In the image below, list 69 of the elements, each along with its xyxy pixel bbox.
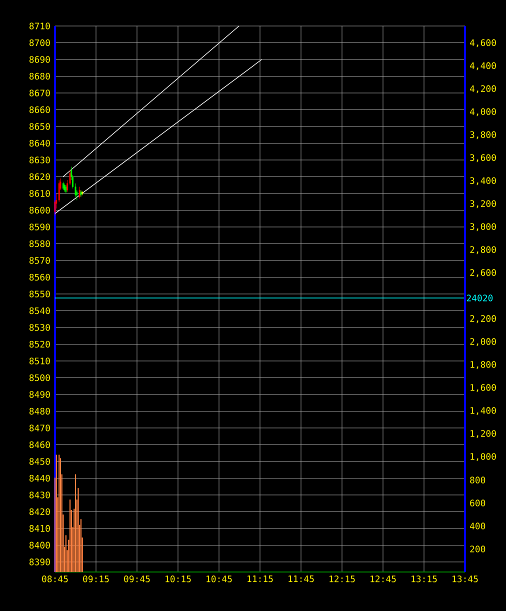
y2-tick-label: 600 bbox=[470, 500, 486, 506]
y-tick-label: 8440 bbox=[29, 474, 50, 482]
y-tick-label: 8450 bbox=[29, 458, 50, 465]
y-tick-label: 8660 bbox=[29, 106, 50, 114]
y-tick-label: 8500 bbox=[29, 374, 50, 382]
x-tick-label: 13:15 bbox=[412, 576, 437, 582]
x-tick-label: 13:45 bbox=[452, 576, 478, 582]
y-tick-label: 8390 bbox=[29, 558, 50, 566]
y-tick-label: 8600 bbox=[29, 206, 50, 214]
y-tick-label: 8700 bbox=[29, 39, 50, 46]
y-tick-label: 8670 bbox=[29, 90, 50, 96]
y2-tick-label: 4,000 bbox=[470, 108, 496, 116]
y-tick-label: 8680 bbox=[29, 72, 50, 80]
y-tick-label: 8710 bbox=[29, 22, 50, 30]
candlestick bbox=[82, 192, 84, 196]
y-tick-label: 8550 bbox=[29, 290, 50, 298]
y2-tick-label: 1,800 bbox=[470, 361, 496, 370]
y-tick-label: 8610 bbox=[29, 190, 50, 197]
y2-tick-label: 3,000 bbox=[470, 223, 496, 232]
y2-tick-label: 3,200 bbox=[470, 200, 496, 208]
y-tick-label: 8410 bbox=[29, 525, 50, 532]
y2-tick-label: 200 bbox=[470, 546, 486, 552]
y-tick-label: 8470 bbox=[29, 424, 50, 432]
y2-tick-label: 3,600 bbox=[470, 154, 496, 162]
y-tick-label: 8530 bbox=[29, 324, 50, 331]
y2-tick-label: 800 bbox=[470, 476, 486, 484]
y2-tick-label: 2,600 bbox=[470, 269, 496, 278]
y-tick-label: 8510 bbox=[29, 358, 50, 364]
x-tick-label: 10:15 bbox=[166, 576, 191, 582]
y2-tick-label: 3,800 bbox=[470, 131, 496, 140]
candlestick bbox=[62, 182, 64, 190]
x-tick-label: 11:45 bbox=[288, 576, 314, 582]
y2-tick-label: 4,600 bbox=[470, 39, 496, 48]
y-tick-label: 8430 bbox=[29, 492, 50, 498]
y-tick-label: 8400 bbox=[29, 542, 50, 549]
x-tick-label: 09:15 bbox=[83, 576, 109, 582]
y-tick-label: 8620 bbox=[29, 173, 50, 180]
y-tick-label: 8650 bbox=[29, 123, 50, 130]
text: 24020 bbox=[466, 294, 493, 302]
y2-tick-label: 400 bbox=[470, 522, 486, 530]
y2-tick-label: 3,400 bbox=[470, 177, 496, 186]
y2-tick-label: 2,800 bbox=[470, 246, 496, 254]
y2-tick-label: 4,200 bbox=[470, 85, 496, 94]
y2-tick-label: 1,200 bbox=[470, 430, 496, 438]
y2-tick-label: 1,600 bbox=[470, 384, 496, 392]
x-tick-label: 12:45 bbox=[370, 576, 396, 582]
y2-tick-label: 4,400 bbox=[470, 62, 496, 70]
y-tick-label: 8590 bbox=[29, 224, 50, 230]
y-tick-label: 8480 bbox=[29, 408, 50, 415]
y-tick-label: 8540 bbox=[29, 307, 50, 314]
y2-tick-label: 1,400 bbox=[470, 407, 496, 416]
y-tick-label: 8520 bbox=[29, 340, 50, 348]
x-tick-label: 12:15 bbox=[330, 576, 355, 582]
x-tick-label: 09:45 bbox=[124, 576, 150, 582]
y-tick-label: 8560 bbox=[29, 274, 50, 281]
y-tick-label: 8570 bbox=[29, 257, 50, 264]
y-tick-label: 8490 bbox=[29, 391, 50, 398]
x-tick-label: 08:45 bbox=[42, 576, 68, 582]
y-tick-label: 8420 bbox=[29, 508, 50, 516]
x-tick-label: 11:15 bbox=[248, 576, 273, 582]
y-tick-label: 8580 bbox=[29, 240, 50, 248]
x-tick-label: 10:45 bbox=[206, 576, 232, 582]
y2-tick-label: 2,000 bbox=[470, 338, 496, 346]
y-tick-label: 8640 bbox=[29, 140, 50, 147]
y-tick-label: 8630 bbox=[29, 156, 50, 164]
y-tick-label: 8460 bbox=[29, 441, 50, 448]
y2-tick-label: 1,000 bbox=[470, 453, 496, 461]
y-tick-label: 8690 bbox=[29, 56, 50, 63]
y2-tick-label: 2,200 bbox=[470, 315, 496, 324]
